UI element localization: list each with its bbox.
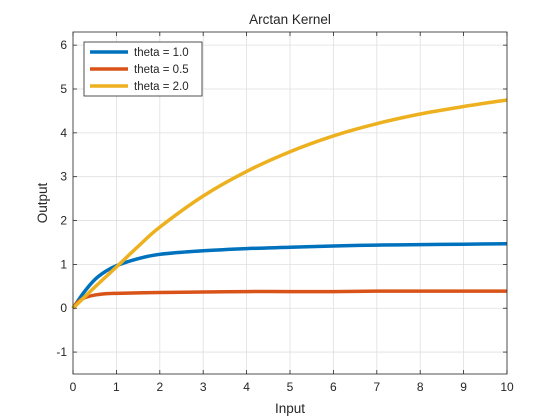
- chart-title: Arctan Kernel: [249, 12, 331, 27]
- x-tick-label: 8: [417, 380, 424, 394]
- x-tick-label: 10: [500, 380, 514, 394]
- y-tick-label: -1: [56, 345, 67, 359]
- x-tick-label: 0: [70, 380, 77, 394]
- y-tick-label: 2: [60, 214, 67, 228]
- x-tick-label: 3: [200, 380, 207, 394]
- x-axis-label: Input: [275, 401, 305, 416]
- legend-label-1: theta = 1.0: [134, 47, 189, 59]
- legend-label-3: theta = 2.0: [134, 81, 189, 93]
- y-tick-label: 1: [60, 257, 67, 271]
- series-group: [71, 98, 508, 310]
- y-tick-label: 4: [60, 126, 67, 140]
- series-line-1: [71, 242, 508, 310]
- x-tick-label: 1: [113, 380, 120, 394]
- y-tick-label: 6: [60, 38, 67, 52]
- x-tick-label: 2: [156, 380, 163, 394]
- legend-label-2: theta = 0.5: [134, 64, 189, 76]
- series-line-3: [71, 98, 508, 310]
- y-tick-label: 5: [60, 82, 67, 96]
- y-tick-label: 0: [60, 301, 67, 315]
- x-tick-label: 4: [243, 380, 250, 394]
- grid: [72, 32, 508, 374]
- x-tick-label: 9: [460, 380, 467, 394]
- x-tick-label: 7: [373, 380, 380, 394]
- x-tick-label: 6: [330, 380, 337, 394]
- ticks: 0 1 2 3 4 5 6 7 8 9 10 -1 0 1 2 3 4 5 6: [56, 32, 514, 394]
- y-axis-label: Output: [35, 182, 50, 223]
- legend: theta = 1.0 theta = 0.5 theta = 2.0: [83, 41, 203, 97]
- x-tick-label: 5: [287, 380, 294, 394]
- y-tick-label: 3: [60, 170, 67, 184]
